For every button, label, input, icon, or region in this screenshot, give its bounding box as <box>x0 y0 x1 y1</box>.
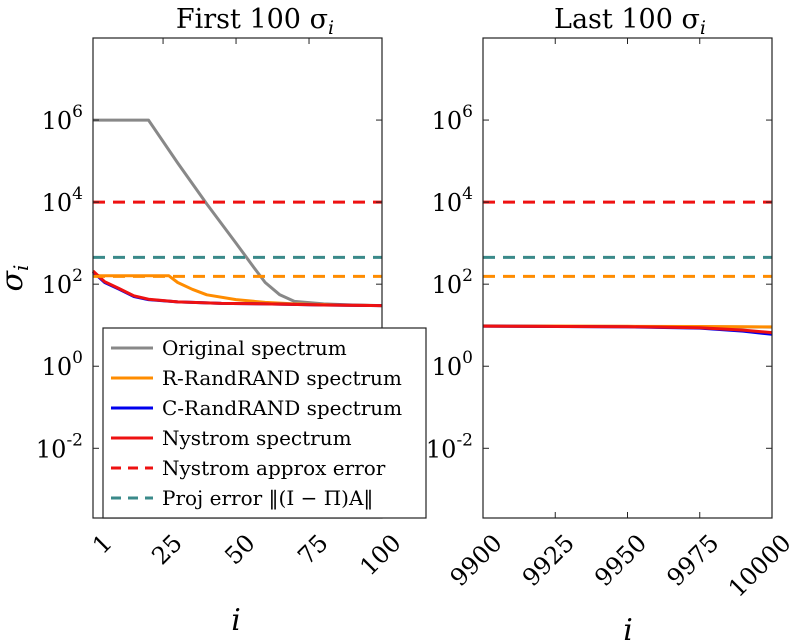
legend-label: Nystrom spectrum <box>162 426 352 450</box>
series-r-randrand-spectrum <box>93 274 383 308</box>
y-tick-label: 100 <box>42 348 83 381</box>
x-tick-label: 75 <box>292 529 333 570</box>
series-layer <box>482 200 773 336</box>
y-tick-label: 104 <box>432 184 473 217</box>
y-axis-label: σi <box>0 265 33 292</box>
x-tick-label: 10000 <box>723 529 793 603</box>
panel-title: First 100 σi <box>176 4 334 39</box>
x-tick-label: 9900 <box>445 529 508 592</box>
x-tick-label: 50 <box>219 529 260 570</box>
x-tick-label: 1 <box>87 529 118 560</box>
panel-title: Last 100 σi <box>554 4 706 39</box>
x-tick-label: 9925 <box>517 529 580 592</box>
legend-label: Original spectrum <box>162 336 347 360</box>
panel-last-100: Last 100 σi 10-2 100 102 104 106 9900 9925 9950… <box>426 4 793 644</box>
x-tick-label: 100 <box>354 529 406 581</box>
y-tick-label: 102 <box>42 266 83 299</box>
y-tick-label: 100 <box>432 348 473 381</box>
x-axis-label: i <box>231 603 241 638</box>
y-tick-label: 10-2 <box>36 430 83 463</box>
x-tick-label: 25 <box>146 529 187 570</box>
x-axis-label: i <box>623 613 633 644</box>
plot-frame <box>482 37 773 519</box>
y-tick-label: 10-2 <box>426 430 473 463</box>
legend-label: R-RandRAND spectrum <box>162 366 402 390</box>
series-layer <box>91 118 383 308</box>
legend-label: Nystrom approx error <box>162 456 386 480</box>
series-nystrom-spectrum <box>91 269 383 308</box>
y-tick-label: 102 <box>432 266 473 299</box>
y-tick-label: 106 <box>42 102 83 135</box>
legend: Original spectrum R-RandRAND spectrum C-Ra… <box>102 327 427 519</box>
legend-label: C-RandRAND spectrum <box>162 396 402 420</box>
x-tick-label: 9975 <box>661 529 724 592</box>
x-tick-label: 9950 <box>589 529 652 592</box>
legend-label: Proj error ‖(I − Π)A‖ <box>162 486 373 511</box>
legend-box <box>102 327 427 519</box>
y-tick-label: 106 <box>432 102 473 135</box>
y-tick-label: 104 <box>42 184 83 217</box>
series-nystrom-spectrum <box>482 324 773 335</box>
